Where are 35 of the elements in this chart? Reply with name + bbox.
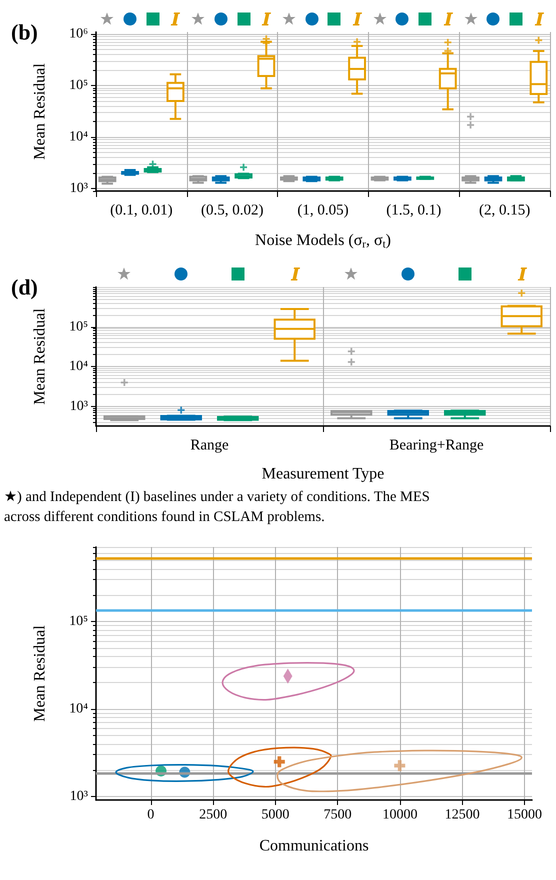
y-tick-label: 10⁵ [69,78,88,94]
x-tick-label: (2, 0.15) [478,202,530,218]
y-tick-label: 10³ [70,788,88,804]
chart-title: (b) [11,20,38,44]
x-tick-label: 10000 [382,808,418,822]
x-axis-title: Communications [259,838,369,854]
y-tick-label: 10³ [70,181,88,196]
text: across different conditions found in CSLAM problems. [4,508,326,527]
y-axis-title: Mean Residual [32,62,48,160]
y-tick-label: 10⁵ [69,319,88,334]
x-tick-label: Bearing+Range [389,438,484,454]
x-tick-label: (0.5, 0.02) [200,202,264,218]
y-axis-title: Mean Residual [32,624,48,722]
y-axis-title: Mean Residual [32,308,48,405]
x-tick-label: 0 [147,808,154,822]
y-tick-label: 10⁵ [69,614,88,629]
y-tick-label: 10⁴ [69,701,88,716]
y-tick-label: 10⁴ [69,359,88,374]
y-tick-label: 10⁴ [69,130,88,145]
x-tick-label: 5000 [261,808,290,822]
x-tick-label: (1, 0.05) [297,202,349,218]
y-tick-label: 10⁶ [69,26,88,42]
x-tick-label: 15000 [507,808,542,822]
point [274,756,285,768]
chart-title: (d) [11,274,38,300]
x-tick-label: 2500 [199,808,228,822]
x-axis-title: Measurement Type [262,466,384,482]
point [394,760,406,772]
y-tick-label: 10³ [70,398,88,414]
x-tick-label: 7500 [324,808,352,822]
x-tick-label: 12500 [444,808,480,822]
x-tick-label: Range [190,438,229,454]
text: ★) and Independent (I) baselines under a variety of conditions. The MES [4,488,431,507]
x-tick-label: (0.1, 0.01) [110,202,173,218]
x-tick-label: (1.5, 0.1) [386,202,442,218]
